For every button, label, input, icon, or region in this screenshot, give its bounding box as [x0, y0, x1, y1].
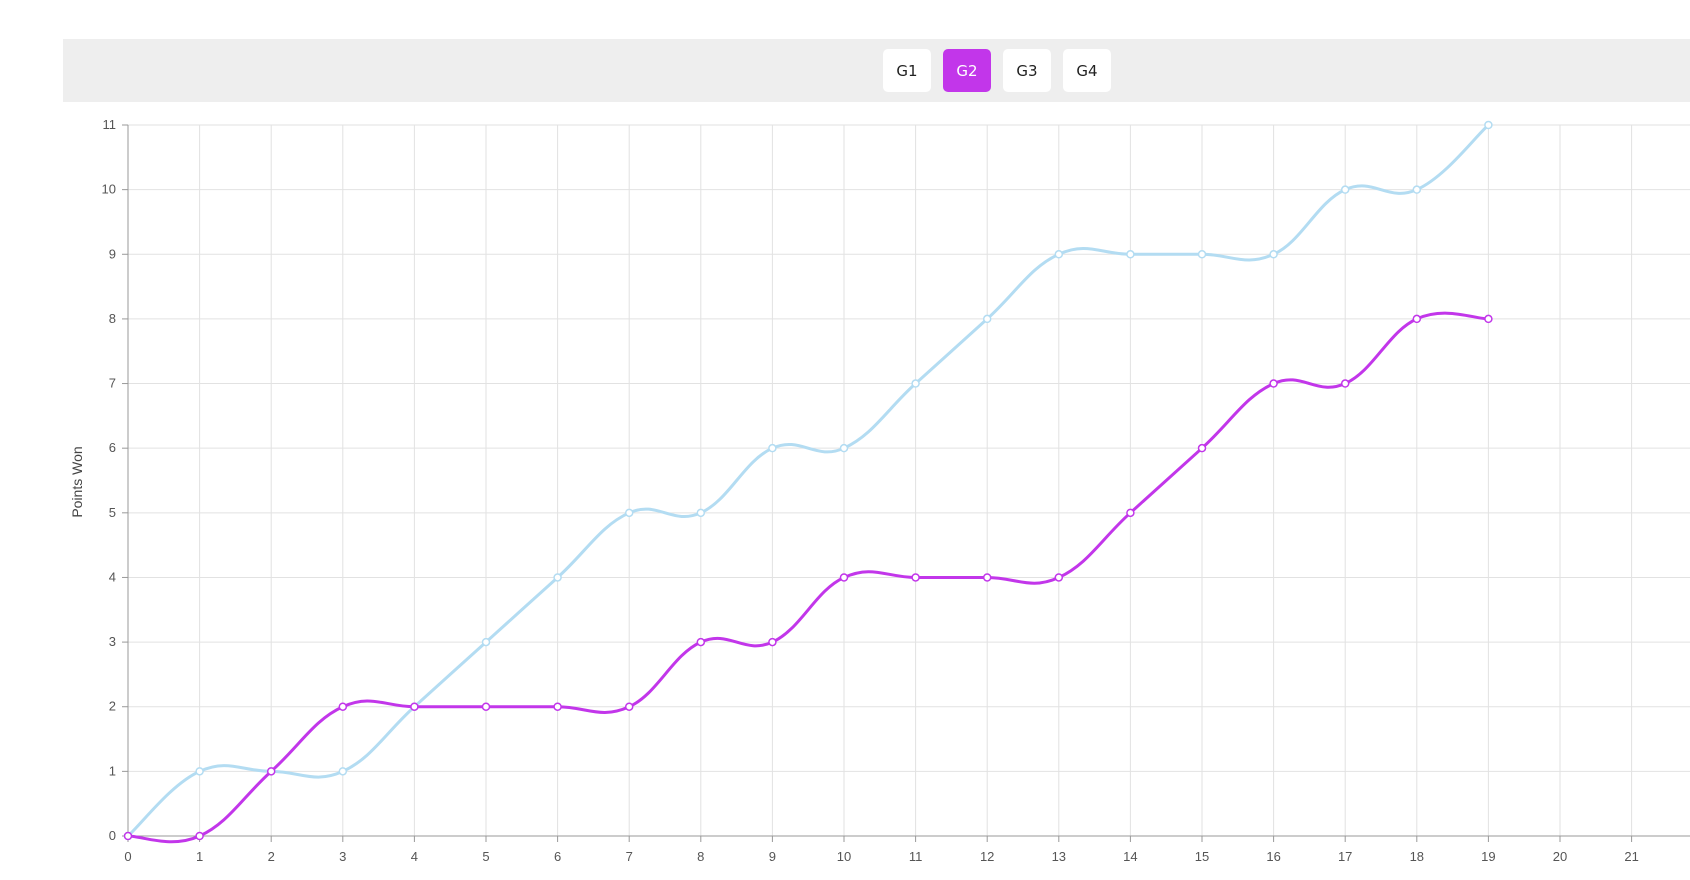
data-point [1197, 250, 1207, 259]
series-line-1 [126, 123, 1490, 838]
data-point [1484, 120, 1493, 130]
data-point [553, 702, 562, 711]
data-point [338, 702, 348, 711]
x-tick-label: 10 [837, 849, 851, 864]
x-tick-label: 1 [196, 849, 203, 864]
x-tick-label: 11 [909, 849, 923, 864]
data-point [1054, 250, 1064, 259]
data-point [696, 508, 706, 518]
x-tick-label: 2 [268, 849, 275, 864]
data-point [1197, 443, 1207, 453]
data-point [553, 573, 562, 582]
x-tick-label: 18 [1410, 849, 1424, 864]
data-point [1412, 314, 1422, 324]
y-tick-label: 2 [109, 699, 116, 714]
game-tabs: G1 G2 G3 G4 [883, 49, 1111, 92]
data-point [195, 831, 204, 841]
y-tick-label: 8 [109, 311, 116, 326]
x-tick-label: 6 [554, 849, 561, 864]
data-point [481, 702, 491, 711]
y-tick-label: 9 [109, 246, 116, 261]
tab-g3[interactable]: G3 [1003, 49, 1051, 92]
data-point [839, 573, 849, 582]
data-point [768, 637, 777, 647]
x-tick-label: 7 [626, 849, 633, 864]
y-tick-label: 4 [109, 569, 116, 584]
y-tick-label: 7 [109, 376, 116, 391]
data-point [839, 443, 849, 453]
x-tick-label: 14 [1123, 849, 1137, 864]
data-point [1126, 250, 1135, 259]
x-tick-label: 0 [124, 849, 131, 864]
data-point [1126, 508, 1135, 518]
x-tick-label: 16 [1266, 849, 1280, 864]
data-point [982, 573, 992, 582]
data-point [123, 831, 133, 841]
x-tick-label: 3 [339, 849, 346, 864]
data-point [195, 767, 204, 776]
y-tick-label: 3 [109, 634, 116, 649]
chart-axes [127, 125, 1690, 837]
y-tick-label: 5 [109, 505, 116, 520]
y-axis-title: Points Won [69, 446, 85, 517]
data-point [624, 508, 634, 518]
x-tick-label: 8 [697, 849, 704, 864]
data-point [338, 767, 348, 776]
x-tick-label: 17 [1338, 849, 1352, 864]
tab-g4[interactable]: G4 [1063, 49, 1111, 92]
y-tick-label: 0 [109, 828, 116, 843]
data-point [1484, 314, 1493, 324]
data-point [911, 573, 920, 582]
data-point [982, 314, 992, 324]
data-point [481, 637, 491, 647]
data-point [624, 702, 634, 711]
x-tick-label: 12 [980, 849, 994, 864]
chart-grid [128, 124, 1690, 836]
x-tick-label: 20 [1553, 849, 1567, 864]
chart-series [123, 120, 1493, 844]
y-tick-label: 11 [103, 117, 117, 132]
x-tick-label: 9 [769, 849, 776, 864]
data-point [1269, 379, 1278, 388]
data-point [266, 767, 276, 776]
x-tick-label: 4 [411, 849, 418, 864]
game-selector-bar [63, 39, 1690, 102]
y-tick-label: 10 [102, 182, 116, 197]
data-point [911, 379, 920, 388]
chart-ticks: 0 1 2 3 4 5 6 7 8 9 10 11 12 13 14 15 16 17 18 19 20 21012345… [102, 117, 1639, 864]
y-tick-label: 6 [109, 440, 116, 455]
data-point [1412, 185, 1422, 194]
x-tick-label: 19 [1481, 849, 1495, 864]
data-point [1340, 185, 1350, 194]
x-tick-label: 13 [1052, 849, 1066, 864]
x-tick-label: 15 [1195, 849, 1209, 864]
data-point [410, 702, 419, 711]
data-point [768, 443, 777, 453]
y-tick-label: 1 [109, 763, 116, 778]
x-tick-label: 5 [482, 849, 489, 864]
data-point [1269, 250, 1278, 259]
tab-g1[interactable]: G1 [883, 49, 931, 92]
data-point [1340, 379, 1350, 388]
data-point [1054, 573, 1064, 582]
tab-g2[interactable]: G2 [943, 49, 991, 92]
x-tick-label: 21 [1624, 849, 1638, 864]
data-point [696, 637, 706, 647]
